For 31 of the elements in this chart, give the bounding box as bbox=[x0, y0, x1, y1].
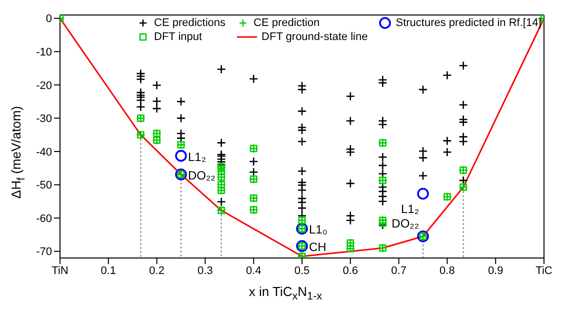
x-tick-label: 0.8 bbox=[440, 264, 455, 277]
legend-label: CE predictions bbox=[154, 16, 226, 30]
x-tick-label: 0.5 bbox=[294, 264, 310, 277]
x-tick-label: 0.6 bbox=[342, 264, 358, 277]
x-tick-label: 0.9 bbox=[488, 264, 504, 277]
y-tick-label: -60 bbox=[36, 212, 52, 225]
legend-label: DFT input bbox=[154, 30, 202, 44]
y-tick-label: -40 bbox=[36, 146, 52, 158]
y-tick-label: 0 bbox=[46, 13, 52, 26]
x-tick-label: 0.4 bbox=[246, 264, 262, 277]
y-tick-label: -10 bbox=[36, 46, 52, 59]
y-tick-label: -70 bbox=[36, 246, 52, 258]
annotation: DO₂₂ bbox=[188, 168, 216, 182]
x-tick-label: 0.3 bbox=[198, 264, 213, 277]
y-tick-label: -30 bbox=[36, 113, 52, 126]
annotation: DO₂₂ bbox=[392, 216, 420, 230]
annotation: CH bbox=[309, 240, 326, 254]
legend-label: CE prediction bbox=[254, 16, 320, 30]
x-tick-label: TiN bbox=[52, 264, 68, 277]
x-tick-label: 0.1 bbox=[100, 264, 116, 277]
x-tick-label: 0.7 bbox=[391, 264, 406, 277]
x-tick-label: 0.2 bbox=[149, 264, 164, 277]
legend-label: Structures predicted in Rf.[14] bbox=[396, 16, 542, 30]
legend-label: DFT ground-state line bbox=[262, 30, 368, 44]
annotation: L1₀ bbox=[309, 222, 328, 237]
x-axis-title: x in TiC$_{x}$N$_{1-x}$ bbox=[248, 284, 324, 303]
annotation: L1₂ bbox=[400, 202, 420, 216]
y-tick-label: -20 bbox=[36, 80, 52, 92]
annotation: L1₂ bbox=[188, 150, 206, 164]
x-tick-label: TiC bbox=[536, 264, 552, 277]
y-tick-label: -50 bbox=[36, 180, 52, 192]
